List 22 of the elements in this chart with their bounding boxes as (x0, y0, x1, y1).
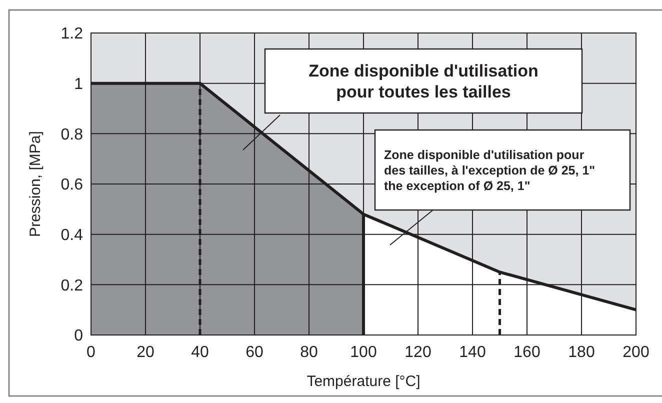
x-tick-label: 200 (622, 344, 650, 361)
x-tick-label: 80 (300, 344, 318, 361)
x-tick-label: 120 (404, 344, 432, 361)
y-tick-label: 0.2 (60, 277, 84, 294)
x-axis-title: Température [°C] (306, 373, 420, 390)
x-tick-label: 100 (350, 344, 377, 361)
x-tick-label: 20 (136, 344, 154, 361)
y-tick-label: 1.2 (60, 26, 84, 43)
x-tick-label: 180 (568, 344, 595, 361)
y-tick-label: 0.4 (60, 226, 84, 244)
y-axis-title: Pression, [MPa] (27, 131, 44, 237)
annotation: Zone disponible d'utilisation pour toutes les tailles (308, 61, 538, 102)
x-tick-label: 60 (246, 344, 264, 361)
y-tick-label: 0.8 (60, 126, 84, 144)
x-tick-label: 160 (514, 344, 540, 361)
y-tick-label: 1 (74, 76, 84, 93)
y-tick-label: 0 (74, 328, 84, 345)
y-tick-label: 0.6 (60, 176, 84, 194)
annotation: Zone disponible d'utilisation pour des tailles, à l'exception de Ø 25, 1" the exception of Ø 25, 1" (384, 148, 596, 193)
x-tick-label: 140 (459, 344, 486, 361)
x-tick-label: 0 (86, 344, 96, 361)
x-tick-label: 40 (191, 344, 209, 361)
